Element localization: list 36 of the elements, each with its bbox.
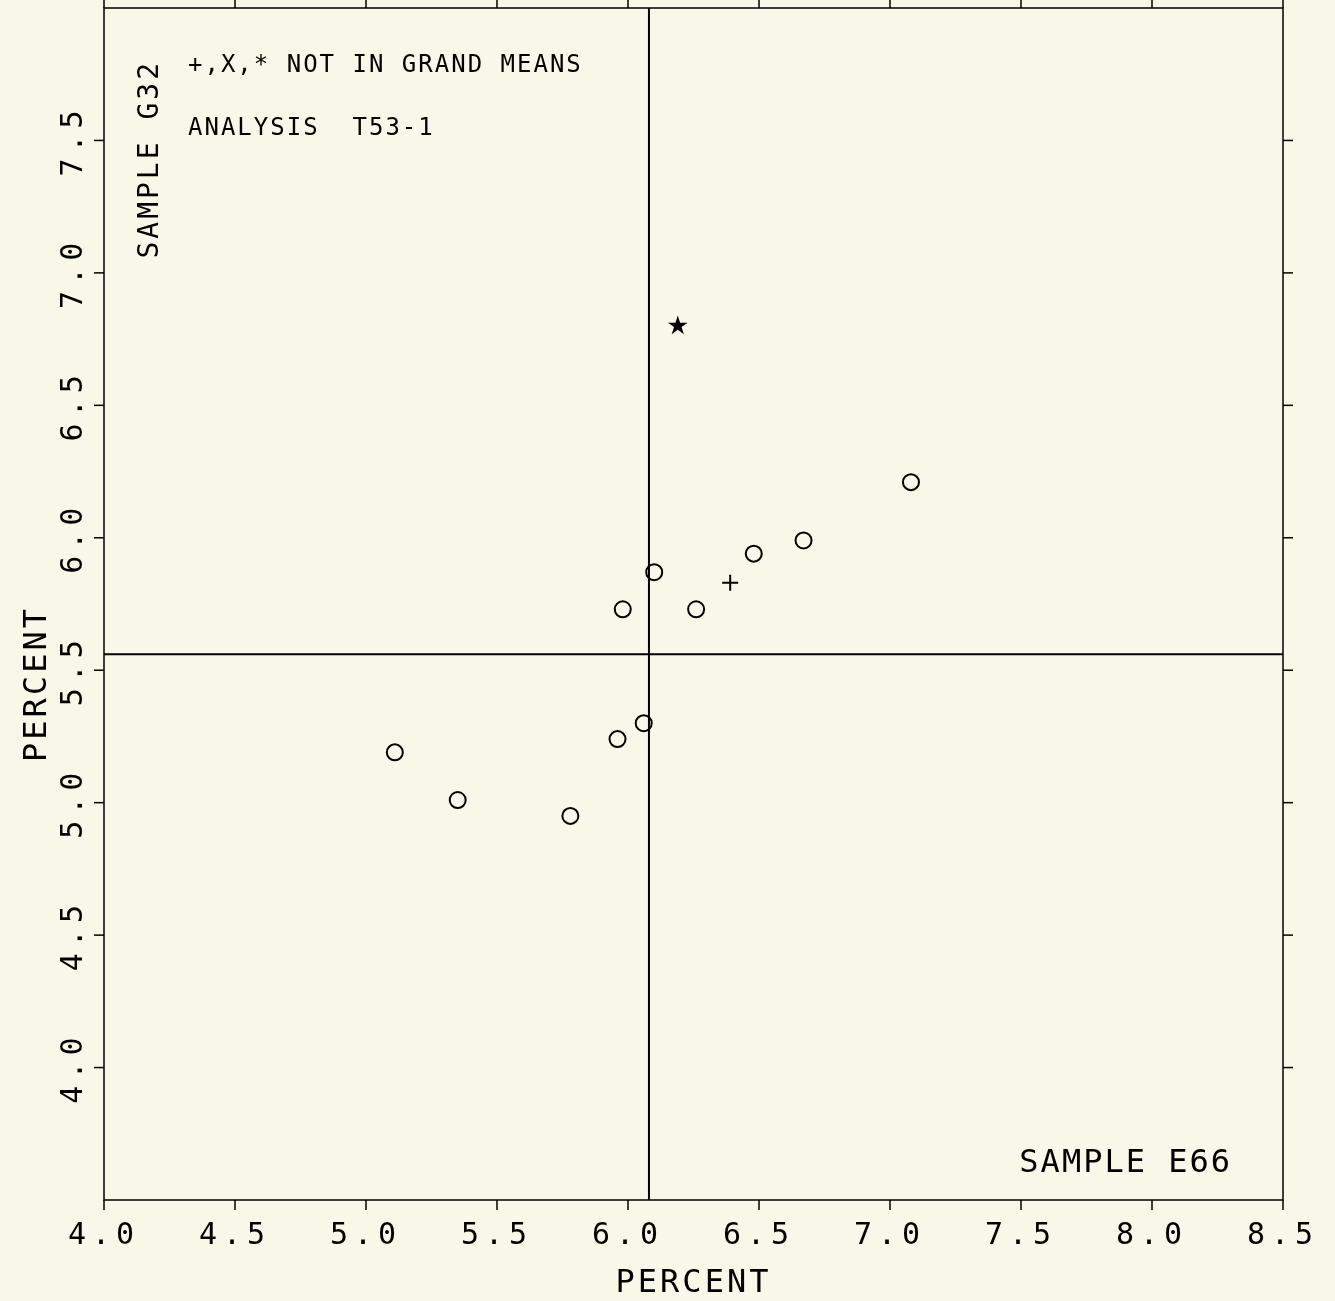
x-tick-label: 7.5 bbox=[984, 1216, 1058, 1251]
x-tick-label: 6.0 bbox=[591, 1216, 665, 1251]
y-tick-label: 4.5 bbox=[54, 899, 89, 972]
annotation: SAMPLE G32 bbox=[132, 60, 165, 259]
point bbox=[634, 714, 653, 733]
y-tick-label: 5.5 bbox=[54, 634, 89, 707]
point bbox=[561, 806, 580, 825]
y-axis-title: PERCENT bbox=[16, 606, 54, 762]
point bbox=[385, 743, 404, 762]
annotation: SAMPLE E66 bbox=[1019, 1142, 1232, 1180]
x-axis-title: PERCENT bbox=[615, 1262, 772, 1300]
y-tick-label: 5.0 bbox=[54, 766, 89, 839]
point bbox=[667, 315, 688, 335]
x-tick-label: 4.5 bbox=[198, 1216, 272, 1251]
y-tick-label: 7.5 bbox=[54, 104, 89, 177]
y-tick-label: 6.0 bbox=[54, 501, 89, 574]
point bbox=[721, 573, 740, 592]
point bbox=[645, 563, 664, 582]
x-tick-label: 8.0 bbox=[1115, 1216, 1189, 1251]
annotation: +,X,* NOT IN GRAND MEANS bbox=[188, 50, 583, 78]
point bbox=[608, 730, 627, 749]
point bbox=[613, 600, 632, 619]
point bbox=[744, 544, 763, 563]
y-tick-label: 7.0 bbox=[54, 236, 89, 309]
point bbox=[448, 791, 467, 810]
x-tick-label: 7.0 bbox=[853, 1216, 927, 1251]
x-tick-label: 8.5 bbox=[1246, 1216, 1320, 1251]
point bbox=[901, 473, 920, 492]
x-tick-label: 5.0 bbox=[329, 1216, 403, 1251]
point bbox=[794, 531, 813, 550]
y-tick-label: 6.5 bbox=[54, 369, 89, 442]
annotation: ANALYSIS T53-1 bbox=[188, 113, 435, 141]
point bbox=[687, 600, 706, 619]
x-tick-label: 6.5 bbox=[722, 1216, 796, 1251]
y-tick-label: 4.0 bbox=[54, 1031, 89, 1104]
x-tick-label: 5.5 bbox=[460, 1216, 534, 1251]
